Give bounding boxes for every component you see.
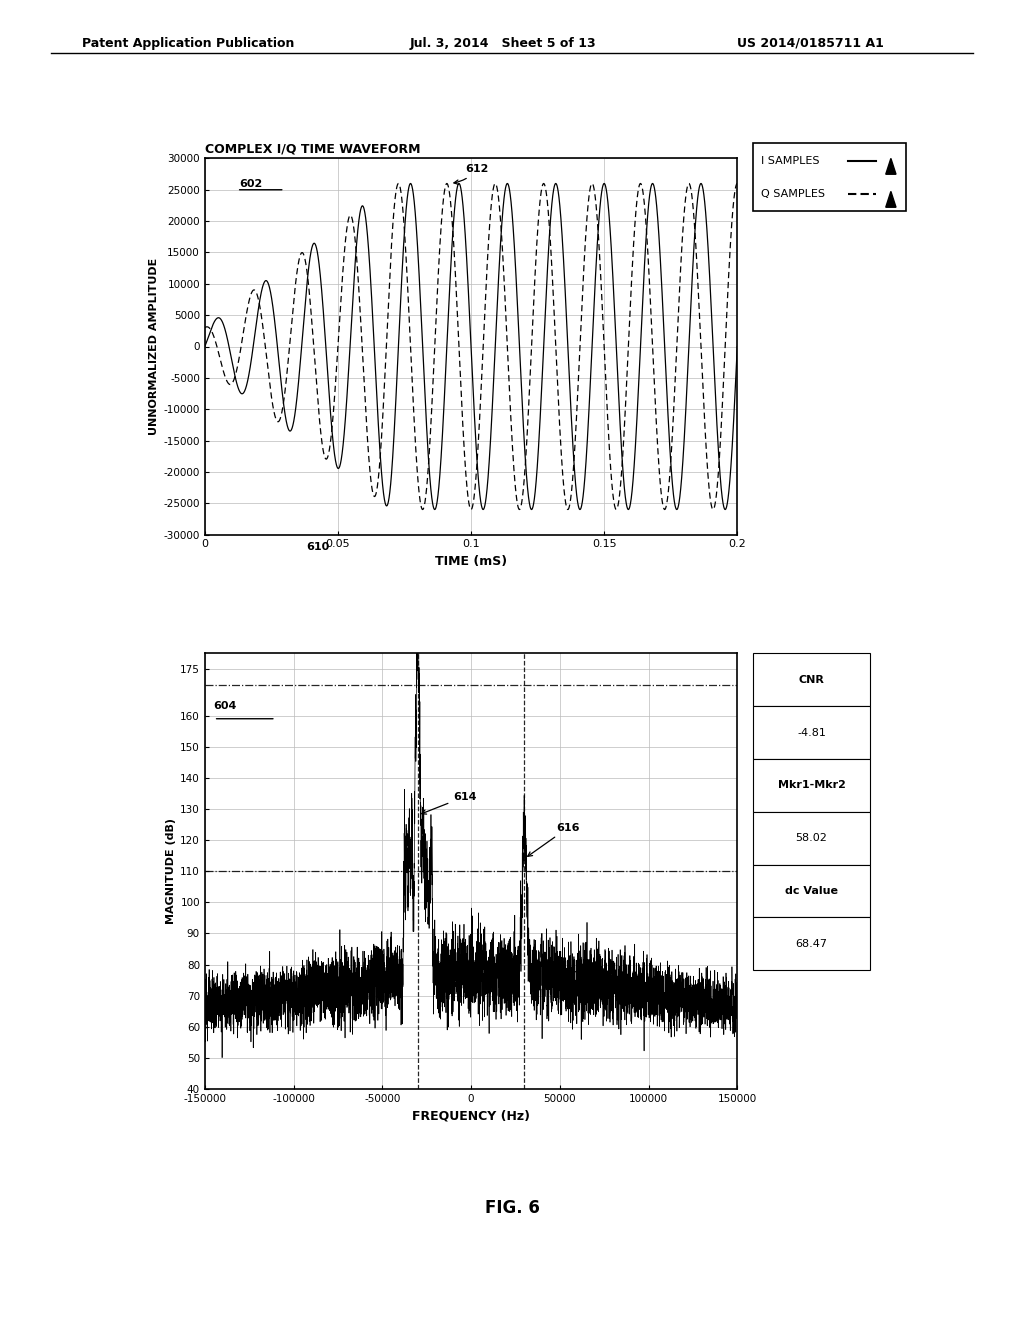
Text: Jul. 3, 2014   Sheet 5 of 13: Jul. 3, 2014 Sheet 5 of 13 [410,37,596,50]
Text: 68.47: 68.47 [796,939,827,949]
Text: CNR: CNR [799,675,824,685]
Text: 58.02: 58.02 [796,833,827,843]
Text: 616: 616 [527,822,580,857]
Text: COMPLEX I/Q TIME WAVEFORM: COMPLEX I/Q TIME WAVEFORM [205,143,420,156]
Text: dc Value: dc Value [785,886,838,896]
Y-axis label: MAGNITUDE (dB): MAGNITUDE (dB) [166,818,176,924]
Text: Mkr1-Mkr2: Mkr1-Mkr2 [777,780,846,791]
Text: 610: 610 [306,543,330,552]
Text: Patent Application Publication: Patent Application Publication [82,37,294,50]
Text: 612: 612 [454,164,489,185]
X-axis label: TIME (mS): TIME (mS) [435,554,507,568]
Text: 602: 602 [240,178,263,189]
Text: -4.81: -4.81 [797,727,826,738]
Text: I SAMPLES: I SAMPLES [761,156,819,166]
Y-axis label: UNNORMALIZED AMPLITUDE: UNNORMALIZED AMPLITUDE [150,257,160,436]
Text: FIG. 6: FIG. 6 [484,1199,540,1217]
X-axis label: FREQUENCY (Hz): FREQUENCY (Hz) [412,1109,530,1122]
Text: 604: 604 [214,701,237,711]
Text: Q SAMPLES: Q SAMPLES [761,189,825,199]
Text: 614: 614 [422,792,477,814]
Text: US 2014/0185711 A1: US 2014/0185711 A1 [737,37,884,50]
